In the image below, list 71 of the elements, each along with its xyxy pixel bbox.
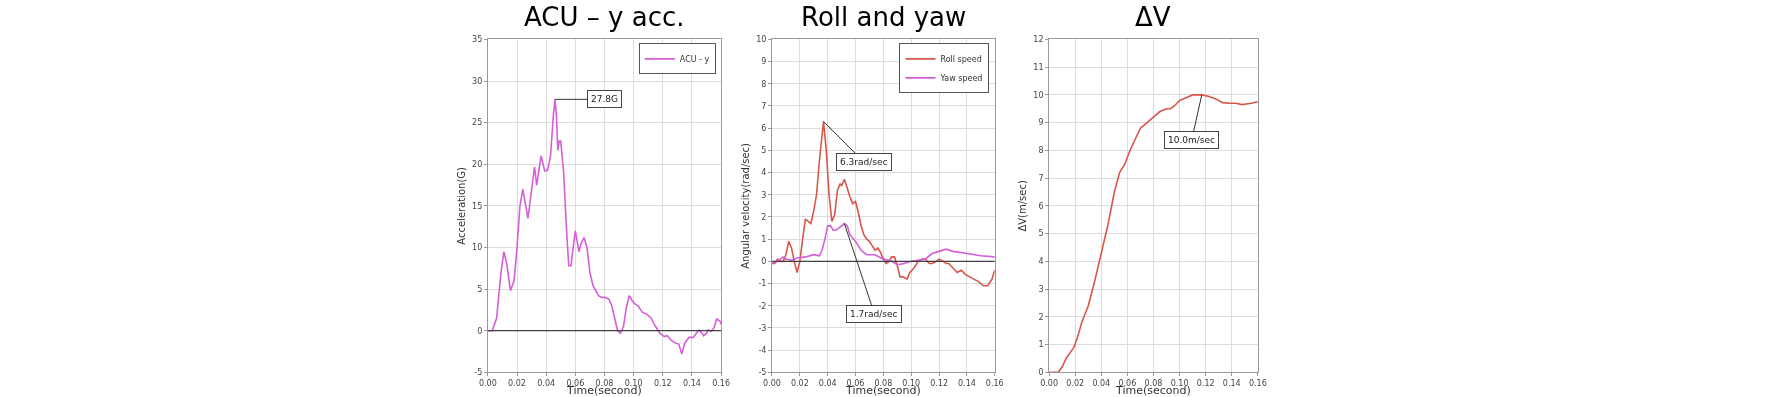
x-tick-label: 0.12 [1196, 378, 1215, 388]
x-tick-label: 0.14 [1222, 378, 1241, 388]
line-series [771, 222, 995, 266]
chart-title: ACU – y acc. [524, 2, 685, 32]
y-tick-label: 30 [472, 76, 483, 86]
chart-title: Roll and yaw [801, 2, 967, 32]
y-tick-label: 6 [761, 123, 767, 133]
y-tick-label: 0 [477, 326, 483, 336]
y-tick-label: 11 [1033, 62, 1044, 72]
y-tick-label: -4 [758, 345, 767, 355]
y-tick-label: 25 [472, 118, 483, 128]
annotation: 10.0m/sec [1168, 135, 1216, 145]
x-tick-label: 0.14 [683, 378, 701, 388]
y-tick-label: 3 [1038, 284, 1044, 294]
x-tick-label: 0.04 [818, 378, 837, 388]
y-tick-label: 10 [1033, 90, 1044, 100]
x-tick-label: 0.04 [537, 378, 556, 388]
y-tick-label: 5 [1038, 229, 1044, 239]
y-tick-label: 12 [1033, 35, 1044, 45]
y-tick-label: 9 [761, 57, 767, 67]
y-tick-label: 10 [756, 35, 767, 45]
x-tick-label: 0.04 [1092, 378, 1111, 388]
y-axis-title: Acceleration(G) [456, 166, 468, 245]
annotation: 6.3rad/sec [840, 157, 888, 167]
y-tick-label: 6 [1038, 201, 1044, 211]
y-tick-label: 1 [761, 234, 767, 244]
y-axis-title: Angular velocity(rad/sec) [740, 142, 752, 269]
y-tick-label: 9 [1038, 118, 1044, 128]
x-tick-label: 0.02 [1066, 378, 1085, 388]
x-tick-label: 0.02 [790, 378, 809, 388]
y-tick-label: -3 [758, 323, 767, 333]
y-tick-label: 7 [761, 101, 767, 111]
y-tick-label: -5 [758, 368, 767, 378]
y-tick-label: 8 [1038, 146, 1044, 156]
legend-label: Yaw speed [939, 73, 983, 83]
chart-title: ΔV [1135, 2, 1171, 32]
y-tick-label: 7 [1038, 173, 1044, 183]
x-tick-label: 0.00 [1040, 378, 1059, 388]
y-tick-label: 8 [761, 79, 767, 89]
y-tick-label: 5 [477, 284, 483, 294]
y-tick-label: 2 [1038, 312, 1044, 322]
y-tick-label: 15 [472, 201, 483, 211]
y-axis-title: ΔV(m/sec) [1017, 180, 1029, 232]
y-tick-label: -1 [758, 279, 767, 289]
y-tick-label: 2 [761, 212, 767, 222]
y-tick-label: 0 [1038, 368, 1044, 378]
x-tick-label: 0.02 [508, 378, 526, 388]
x-tick-label: 0.16 [985, 378, 1004, 388]
y-tick-label: 1 [1038, 340, 1044, 350]
x-tick-label: 0.16 [1248, 378, 1267, 388]
y-tick-label: 4 [761, 168, 767, 178]
legend-label: ACU - y [679, 54, 710, 64]
y-tick-label: 4 [1038, 257, 1044, 267]
x-tick-label: 0.00 [763, 378, 781, 388]
y-tick-label: 20 [472, 160, 483, 170]
x-tick-label: 0.12 [930, 378, 948, 388]
x-tick-label: 0.16 [712, 378, 731, 388]
x-tick-label: 0.12 [653, 378, 672, 388]
y-tick-label: 35 [472, 35, 483, 45]
y-tick-label: 3 [761, 190, 767, 200]
legend-label: Roll speed [940, 54, 982, 64]
y-tick-label: -2 [758, 301, 767, 311]
x-tick-label: 0.00 [478, 378, 497, 388]
line-series [771, 120, 995, 287]
annotation: 27.8G [591, 94, 619, 104]
y-tick-label: 0 [761, 257, 767, 267]
x-tick-label: 0.14 [957, 378, 976, 388]
y-tick-label: 5 [761, 146, 767, 156]
y-tick-label: 10 [472, 243, 483, 253]
y-tick-label: -5 [474, 368, 483, 378]
annotation: 1.7rad/sec [850, 309, 898, 319]
